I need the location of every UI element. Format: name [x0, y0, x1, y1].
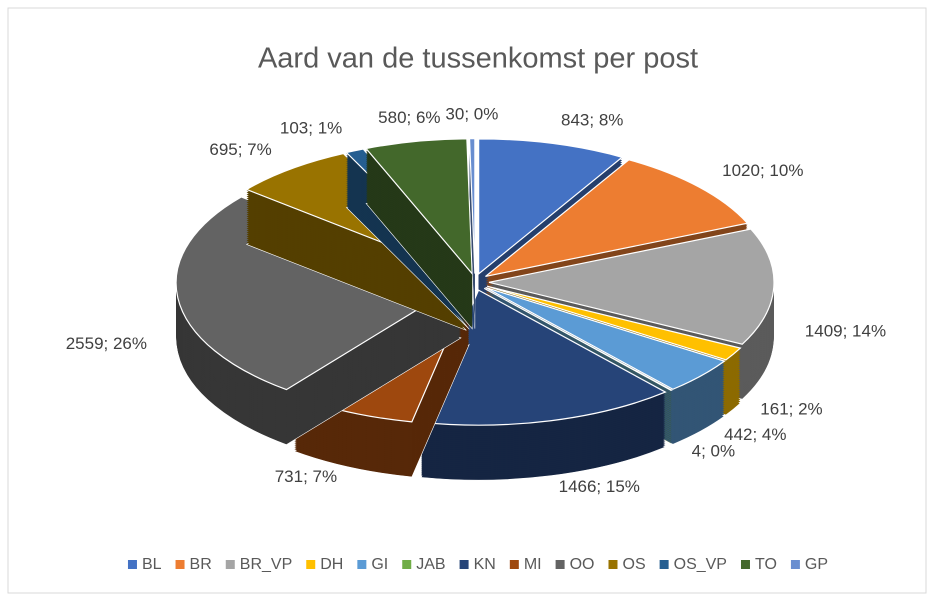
- slice-top: [364, 138, 473, 276]
- data-label: 103; 1%: [280, 119, 342, 138]
- slice-side: [484, 289, 672, 392]
- legend-label: MI: [524, 556, 542, 573]
- slice-top: [468, 137, 476, 274]
- slice: [175, 196, 463, 445]
- data-label: 731; 7%: [275, 467, 337, 486]
- legend-label: TO: [755, 556, 777, 573]
- legend-label: OS: [622, 556, 645, 573]
- slice-top: [485, 286, 726, 390]
- slice: [468, 137, 476, 329]
- slice: [485, 159, 749, 332]
- data-label: 1466; 15%: [559, 477, 640, 496]
- slice-side: [484, 291, 672, 394]
- legend-swatch: [306, 560, 316, 569]
- legend-swatch: [402, 560, 412, 569]
- legend: BL BR BR_VP DH GI JAB KN MI OO OS OS_VP TO GP: [127, 556, 828, 573]
- legend-swatch: [459, 560, 469, 569]
- data-label: 2559; 26%: [66, 334, 147, 353]
- slice: [420, 289, 667, 481]
- legend-swatch: [357, 560, 367, 569]
- data-label: 695; 7%: [209, 140, 271, 159]
- legend-swatch: [509, 560, 519, 569]
- slice-top: [486, 285, 742, 361]
- data-label: 1020; 10%: [722, 161, 803, 180]
- legend-swatch: [608, 560, 618, 569]
- slice-top: [488, 228, 775, 345]
- legend-swatch: [127, 560, 137, 569]
- slice: [245, 152, 467, 331]
- data-label: 580; 6%: [378, 108, 440, 127]
- legend-label: KN: [474, 556, 496, 573]
- slice-top: [483, 287, 673, 391]
- legend-swatch: [225, 560, 235, 569]
- slice: [364, 138, 473, 330]
- legend-swatch: [790, 560, 800, 569]
- slice-top: [478, 138, 624, 276]
- legend-swatch: [740, 560, 750, 569]
- chart-title: Aard van de tussenkomst per post: [258, 43, 698, 75]
- legend-swatch: [659, 560, 669, 569]
- legend-swatch: [175, 560, 185, 569]
- slice-top: [175, 196, 463, 391]
- data-label: 4; 0%: [692, 441, 735, 460]
- slice-top: [485, 159, 749, 278]
- legend-label: OO: [570, 556, 595, 573]
- data-label: 843; 8%: [561, 110, 623, 129]
- legend-label: DH: [320, 556, 343, 573]
- legend-swatch: [555, 560, 565, 569]
- legend-label: GP: [805, 556, 828, 573]
- legend-label: BL: [142, 556, 162, 573]
- data-label: 30; 0%: [445, 104, 498, 123]
- slice-top: [420, 289, 667, 426]
- legend-label: BR: [190, 556, 212, 573]
- legend-label: GI: [371, 556, 388, 573]
- data-label: 1409; 14%: [805, 321, 886, 340]
- data-label: 161; 2%: [760, 399, 822, 418]
- legend-label: BR_VP: [240, 556, 292, 573]
- legend-label: OS_VP: [674, 556, 727, 573]
- data-label: 442; 4%: [724, 425, 786, 444]
- legend-label: JAB: [416, 556, 445, 573]
